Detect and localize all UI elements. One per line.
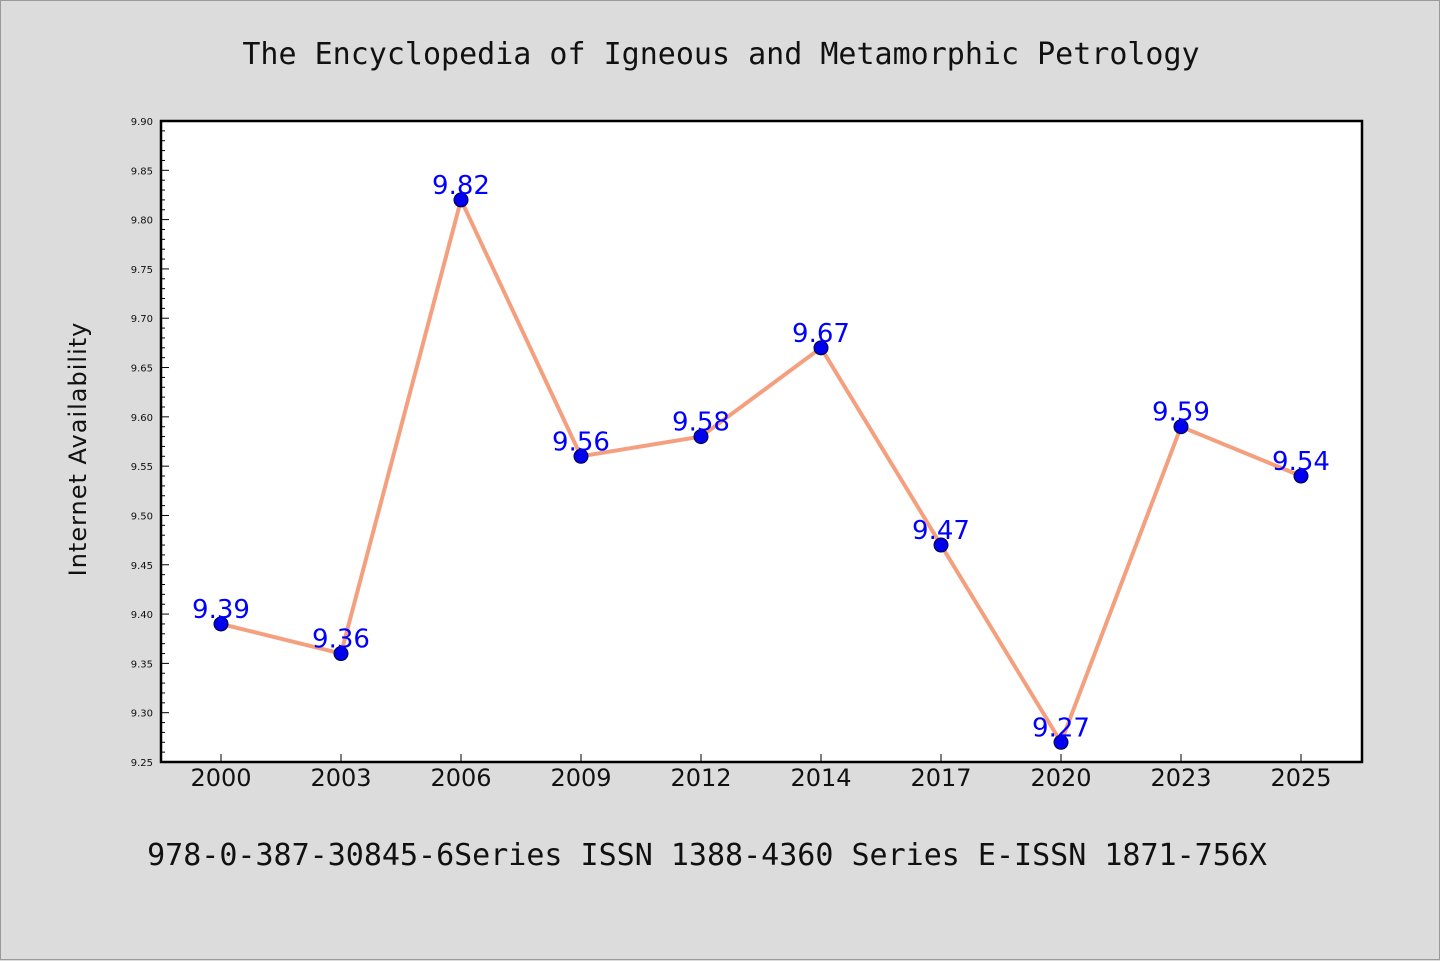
- data-point: [573, 448, 589, 464]
- y-tick-label: 9.40: [131, 610, 153, 621]
- data-label: 9.67: [792, 319, 850, 349]
- y-tick-label: 9.65: [131, 364, 153, 375]
- x-tick-label: 2014: [790, 764, 851, 792]
- x-axis-ticks: 2000 2003 2006 2009 2012 2014 2017 2020 2023 2025: [190, 754, 1332, 792]
- x-tick-label: 2000: [190, 764, 251, 792]
- data-point: [693, 429, 709, 445]
- data-label: 9.54: [1272, 447, 1330, 477]
- x-tick-label: 2003: [310, 764, 371, 792]
- y-tick-label: 9.30: [131, 709, 153, 720]
- data-point: [1053, 734, 1069, 750]
- y-tick-label: 9.90: [131, 117, 153, 128]
- data-points: [213, 192, 1309, 750]
- y-tick-label: 9.75: [131, 265, 153, 276]
- data-point: [813, 340, 829, 356]
- plot-area: [161, 121, 1362, 762]
- data-point: [1173, 419, 1189, 435]
- data-label: 9.56: [552, 427, 610, 457]
- x-tick-label: 2006: [430, 764, 491, 792]
- x-tick-label: 2012: [670, 764, 731, 792]
- y-tick-label: 9.70: [131, 314, 153, 325]
- data-point: [1293, 468, 1309, 484]
- x-tick-label: 2023: [1150, 764, 1211, 792]
- x-tick-label: 2009: [550, 764, 611, 792]
- data-point: [333, 646, 349, 662]
- y-tick-label: 9.25: [131, 758, 153, 769]
- data-label: 9.59: [1152, 398, 1210, 428]
- data-label: 9.82: [432, 171, 490, 201]
- y-axis-label: Internet Availability: [64, 322, 92, 577]
- plot-border: [159, 119, 1364, 764]
- series-line: [220, 197, 1302, 745]
- data-label: 9.39: [192, 595, 250, 625]
- data-point: [933, 537, 949, 553]
- data-point: [213, 616, 229, 632]
- y-tick-label: 9.50: [131, 511, 153, 522]
- y-tick-label: 9.55: [131, 462, 153, 473]
- x-tick-label: 2020: [1030, 764, 1091, 792]
- data-label: 9.47: [912, 516, 970, 546]
- chart-title: The Encyclopedia of Igneous and Metamorp…: [242, 37, 1199, 72]
- y-tick-label: 9.45: [131, 561, 153, 572]
- data-label: 9.36: [312, 625, 370, 655]
- x-tick-label: 2025: [1270, 764, 1331, 792]
- data-point: [453, 192, 469, 208]
- y-tick-label: 9.80: [131, 216, 153, 227]
- x-tick-label: 2017: [910, 764, 971, 792]
- data-label: 9.27: [1032, 713, 1090, 743]
- data-label: 9.58: [672, 408, 730, 438]
- series-line-group: [220, 197, 1302, 745]
- y-tick-label: 9.60: [131, 413, 153, 424]
- footer-identifiers: 978-0-387-30845-6Series ISSN 1388-4360 S…: [147, 838, 1267, 873]
- y-tick-label: 9.35: [131, 659, 153, 670]
- data-labels: 9.39 9.36 9.82 9.56 9.58 9.67 9.47 9.27 9.59 9.54: [192, 171, 1330, 743]
- y-tick-label: 9.85: [131, 166, 153, 177]
